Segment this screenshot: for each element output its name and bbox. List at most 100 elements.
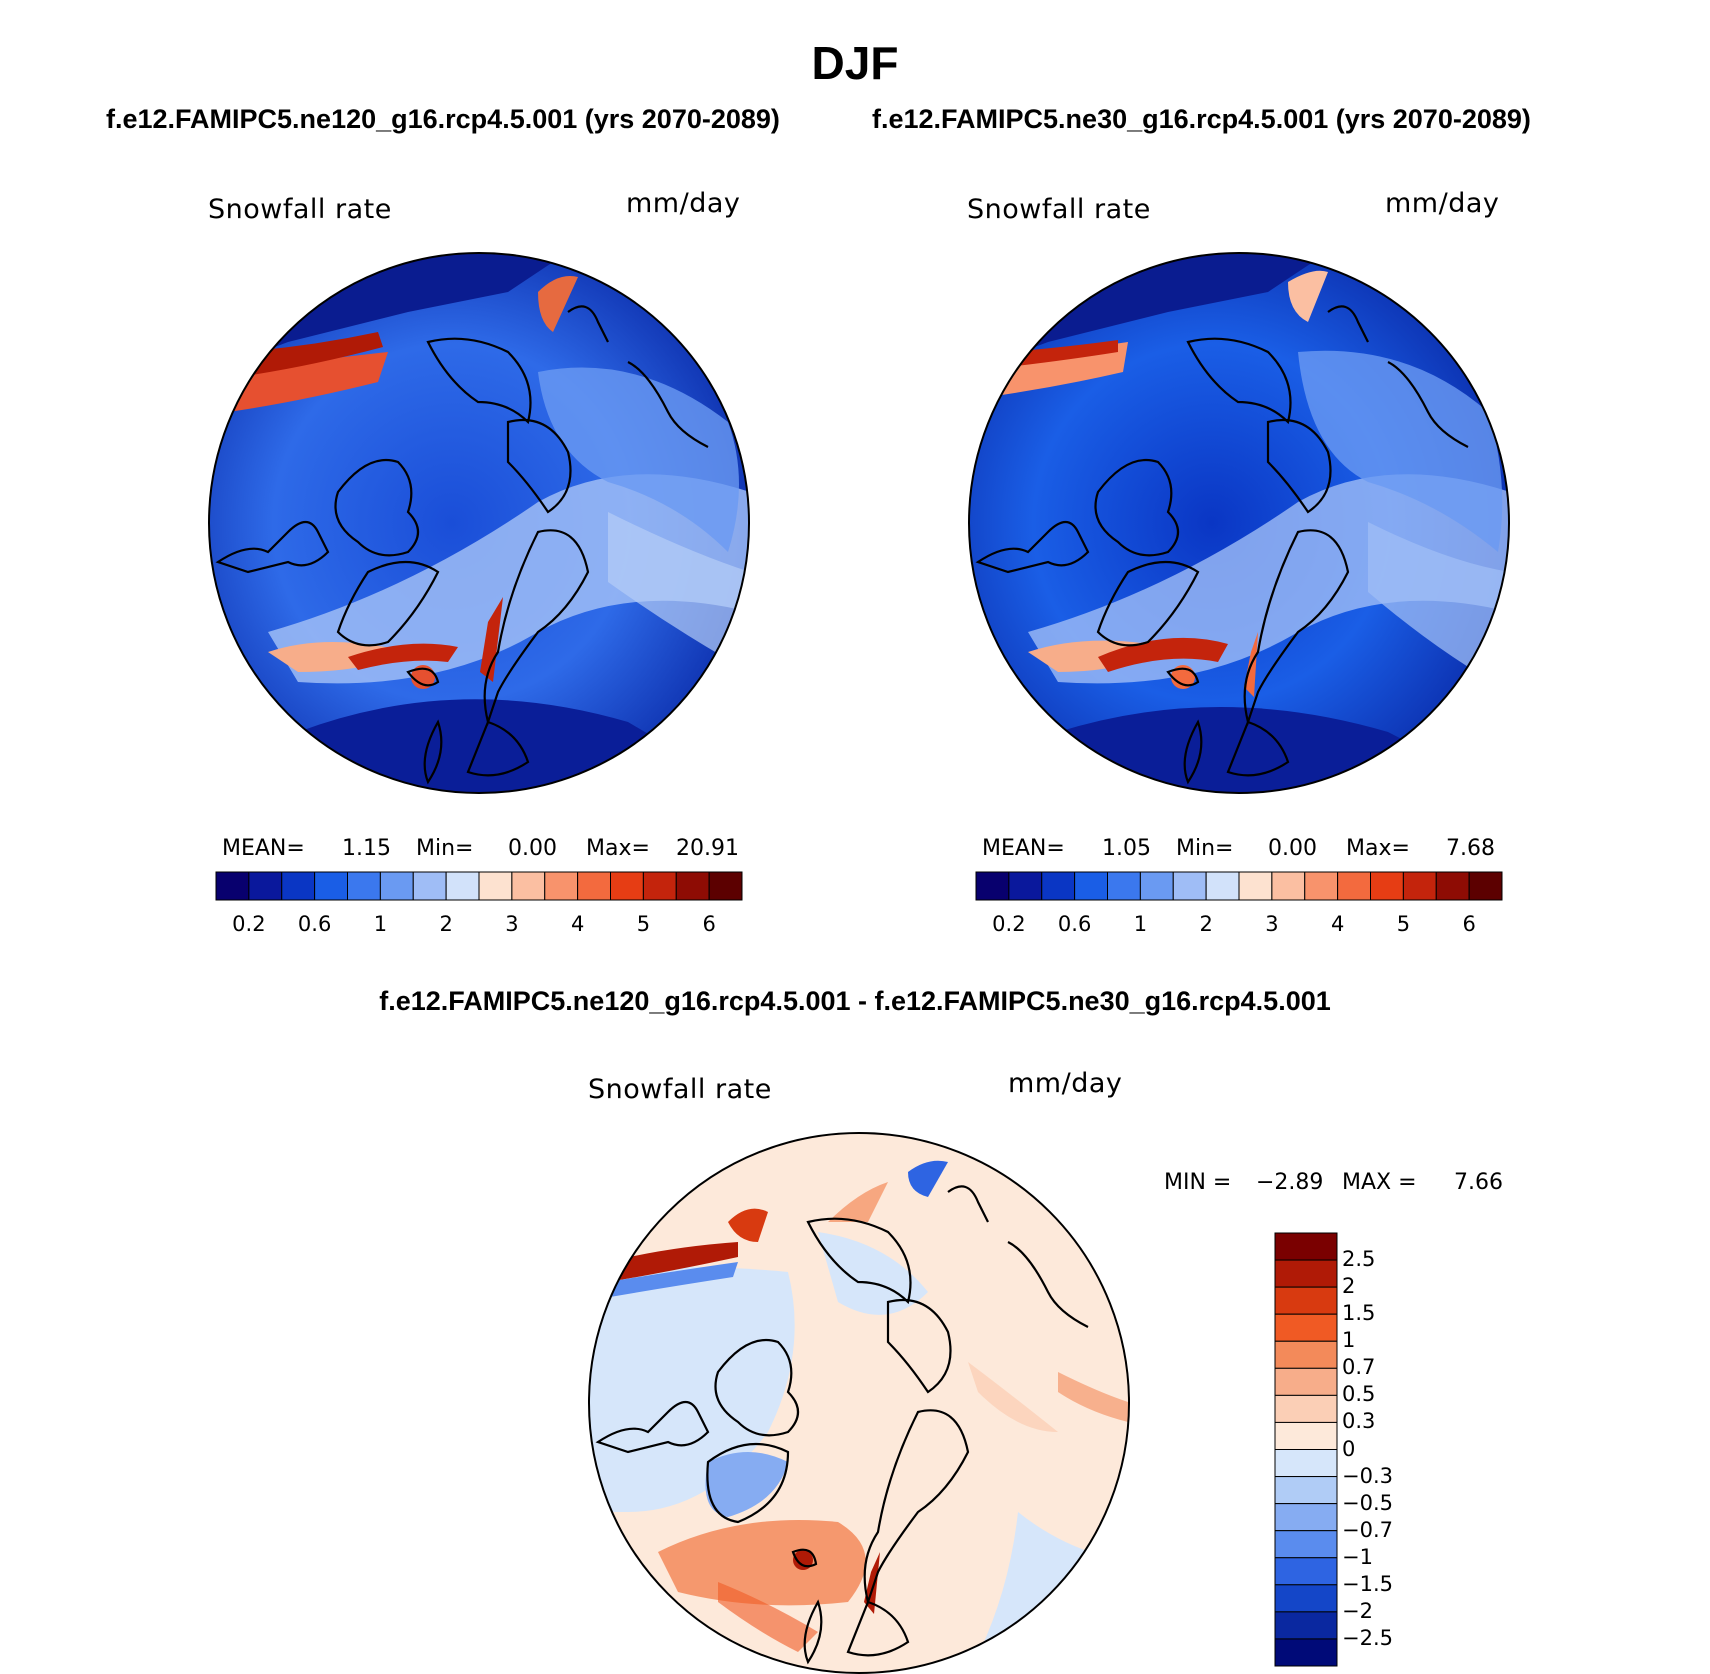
colorbar-swatch — [1274, 1584, 1338, 1613]
left-colorbar — [215, 871, 743, 901]
colorbar-tick-label: 0.6 — [1057, 912, 1092, 936]
colorbar-swatch — [478, 871, 513, 901]
colorbar-swatch — [1271, 871, 1306, 901]
colorbar-tick-label: 0.5 — [1342, 1382, 1376, 1407]
right-colorbar — [975, 871, 1503, 901]
difference-variable: Snowfall rate — [588, 1074, 772, 1105]
colorbar-swatch — [1238, 871, 1273, 901]
colorbar-tick-label: 4 — [570, 912, 585, 936]
colorbar-swatch — [1370, 871, 1404, 901]
colorbar-swatch — [577, 871, 611, 901]
difference-polar-map — [588, 1132, 1130, 1674]
colorbar-tick-label: 5 — [1396, 912, 1411, 936]
colorbar-tick-label: −2.5 — [1342, 1625, 1393, 1650]
colorbar-tick-label: 6 — [702, 912, 716, 936]
left-polar-map — [208, 252, 750, 794]
right-min-label: Min= — [1176, 836, 1234, 861]
left-max-value: 20.91 — [676, 836, 739, 861]
colorbar-tick-label: 0 — [1342, 1436, 1356, 1461]
colorbar-swatch — [1107, 871, 1141, 901]
colorbar-tick-label: 6 — [1462, 912, 1476, 936]
left-mean-value: 1.15 — [342, 836, 391, 861]
colorbar-swatch — [314, 871, 348, 901]
colorbar-swatch — [610, 871, 644, 901]
colorbar-swatch — [642, 871, 677, 901]
colorbar-tick-label: −1.5 — [1342, 1571, 1393, 1596]
left-min-value: 0.00 — [508, 836, 557, 861]
colorbar-swatch — [1274, 1638, 1338, 1667]
colorbar-swatch — [1274, 1476, 1338, 1505]
colorbar-tick-label: 2.5 — [1342, 1247, 1376, 1272]
colorbar-tick-label: −2 — [1342, 1598, 1373, 1623]
colorbar-swatch — [1274, 1449, 1338, 1478]
left-panel-units: mm/day — [626, 188, 741, 219]
colorbar-swatch — [1172, 871, 1207, 901]
colorbar-swatch — [1435, 871, 1470, 901]
colorbar-swatch — [1274, 1340, 1338, 1369]
colorbar-swatch — [1337, 871, 1371, 901]
colorbar-swatch — [975, 871, 1010, 901]
colorbar-swatch — [1274, 1530, 1338, 1559]
colorbar-swatch — [215, 871, 250, 901]
difference-title: f.e12.FAMIPC5.ne120_g16.rcp4.5.001 - f.e… — [379, 986, 1331, 1016]
colorbar-swatch — [281, 871, 316, 901]
left-max-label: Max= — [586, 836, 650, 861]
colorbar-swatch — [708, 871, 743, 901]
colorbar-swatch — [1274, 1259, 1338, 1288]
difference-min-label: MIN = — [1164, 1170, 1232, 1195]
colorbar-tick-label: 5 — [636, 912, 651, 936]
right-min-value: 0.00 — [1268, 836, 1317, 861]
left-min-label: Min= — [416, 836, 474, 861]
colorbar-swatch — [544, 871, 579, 901]
colorbar-swatch — [1402, 871, 1437, 901]
colorbar-swatch — [1008, 871, 1043, 901]
difference-colorbar — [1274, 1232, 1338, 1667]
colorbar-swatch — [445, 871, 480, 901]
colorbar-swatch — [1205, 871, 1240, 901]
colorbar-tick-label: −1 — [1342, 1544, 1373, 1569]
colorbar-swatch — [1274, 1232, 1338, 1261]
colorbar-swatch — [379, 871, 414, 901]
colorbar-swatch — [1274, 1611, 1338, 1640]
colorbar-tick-label: −0.7 — [1342, 1517, 1393, 1542]
difference-max-value: 7.66 — [1454, 1170, 1503, 1195]
left-mean-label: MEAN= — [222, 836, 305, 861]
colorbar-swatch — [1274, 1503, 1338, 1532]
colorbar-tick-label: 2 — [1342, 1274, 1356, 1299]
colorbar-tick-label: 3 — [1265, 912, 1279, 936]
colorbar-tick-label: 0.6 — [297, 912, 332, 936]
colorbar-swatch — [1274, 1286, 1338, 1315]
colorbar-swatch — [1139, 871, 1174, 901]
difference-units: mm/day — [1008, 1068, 1123, 1099]
colorbar-swatch — [347, 871, 381, 901]
colorbar-tick-label: −0.3 — [1342, 1463, 1393, 1488]
colorbar-swatch — [1274, 1313, 1338, 1342]
colorbar-swatch — [1274, 1421, 1338, 1450]
colorbar-swatch — [412, 871, 447, 901]
left-panel-subtitle: f.e12.FAMIPC5.ne120_g16.rcp4.5.001 (yrs … — [106, 104, 780, 134]
colorbar-swatch — [511, 871, 546, 901]
colorbar-tick-label: 0.2 — [232, 912, 266, 936]
colorbar-tick-label: 0.3 — [1342, 1409, 1376, 1434]
colorbar-swatch — [1274, 1557, 1338, 1586]
difference-max-label: MAX = — [1342, 1170, 1417, 1195]
figure-title: DJF — [811, 37, 899, 89]
colorbar-swatch — [1041, 871, 1076, 901]
colorbar-swatch — [1274, 1367, 1338, 1396]
colorbar-tick-label: 1 — [1133, 912, 1148, 936]
colorbar-tick-label: 4 — [1330, 912, 1345, 936]
colorbar-tick-label: 1.5 — [1342, 1301, 1376, 1326]
colorbar-swatch — [675, 871, 710, 901]
right-panel-variable: Snowfall rate — [967, 194, 1151, 225]
colorbar-tick-label: −0.5 — [1342, 1490, 1393, 1515]
right-panel-subtitle: f.e12.FAMIPC5.ne30_g16.rcp4.5.001 (yrs 2… — [872, 104, 1531, 134]
colorbar-swatch — [1074, 871, 1108, 901]
left-panel-variable: Snowfall rate — [208, 194, 392, 225]
right-mean-label: MEAN= — [982, 836, 1065, 861]
colorbar-swatch — [248, 871, 283, 901]
right-panel-units: mm/day — [1385, 188, 1500, 219]
colorbar-tick-label: 2 — [439, 912, 453, 936]
right-max-label: Max= — [1346, 836, 1410, 861]
colorbar-tick-label: 1 — [1342, 1328, 1356, 1353]
colorbar-tick-label: 0.2 — [992, 912, 1026, 936]
